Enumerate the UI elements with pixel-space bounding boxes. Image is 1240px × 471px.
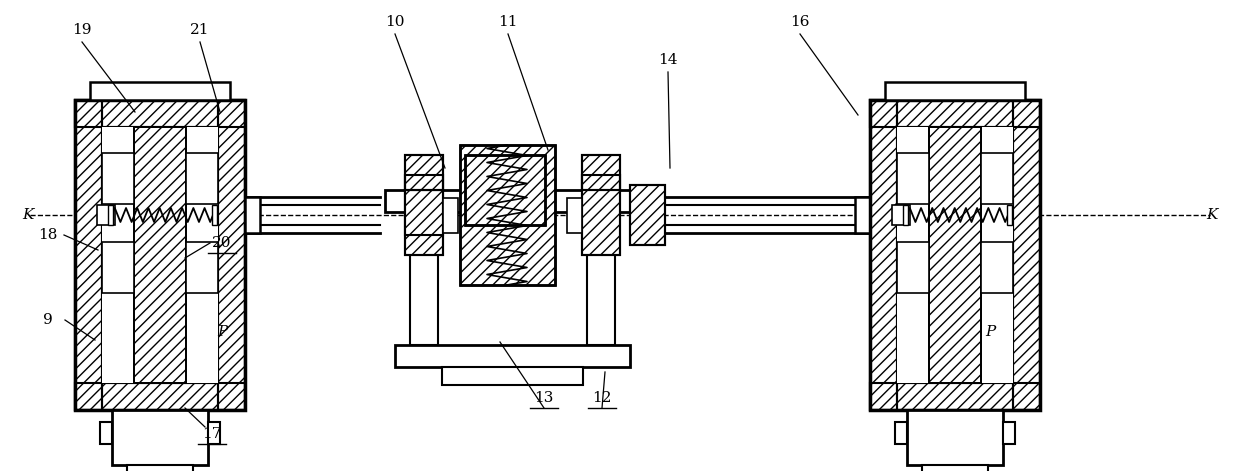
Bar [74, 100, 246, 127]
Bar [630, 185, 665, 245]
Text: K: K [1207, 208, 1218, 222]
Bar [582, 155, 620, 190]
Bar [126, 465, 193, 471]
Bar [885, 82, 1025, 100]
Text: 16: 16 [790, 15, 810, 29]
Bar [74, 383, 246, 410]
Bar [74, 383, 246, 410]
Bar [134, 127, 186, 383]
Bar [218, 100, 246, 410]
Bar [1013, 100, 1040, 410]
Bar [405, 190, 443, 235]
Bar [108, 205, 113, 225]
Bar [186, 242, 218, 293]
Bar [460, 145, 556, 285]
Bar [113, 410, 207, 465]
Bar [186, 153, 218, 204]
Bar [465, 155, 546, 225]
Bar [396, 345, 630, 367]
Text: 21: 21 [190, 23, 210, 37]
Bar [102, 127, 218, 383]
Bar [74, 100, 102, 410]
Bar [930, 127, 981, 383]
Bar [870, 383, 1040, 410]
Bar [582, 175, 620, 255]
Bar [1007, 205, 1012, 225]
Bar [443, 198, 458, 233]
Text: 17: 17 [202, 427, 222, 441]
Bar [630, 185, 665, 245]
Bar [587, 212, 615, 345]
Bar [97, 205, 115, 225]
Bar [582, 155, 620, 190]
Bar [897, 127, 1013, 383]
Bar [981, 153, 1013, 204]
Bar [384, 190, 640, 212]
Bar [981, 242, 1013, 293]
Bar [405, 155, 443, 190]
Bar [870, 100, 897, 410]
Text: 11: 11 [498, 15, 518, 29]
Bar [1003, 422, 1014, 444]
Bar [102, 153, 134, 204]
Bar [582, 175, 620, 255]
Text: K: K [22, 208, 33, 222]
Bar [212, 205, 217, 225]
Bar [102, 242, 134, 293]
Bar [903, 205, 908, 225]
Bar [218, 100, 246, 410]
Bar [405, 155, 443, 190]
Bar [207, 422, 219, 444]
Bar [897, 242, 930, 293]
Bar [856, 197, 870, 233]
Bar [895, 422, 908, 444]
Bar [91, 82, 229, 100]
Bar [870, 100, 1040, 127]
Bar [441, 367, 583, 385]
Text: P: P [985, 325, 996, 339]
Bar [405, 175, 443, 255]
Bar [465, 155, 546, 225]
Bar [460, 145, 556, 285]
Bar [870, 100, 897, 410]
Bar [908, 410, 1003, 465]
Bar [74, 100, 246, 410]
Bar [100, 422, 113, 444]
Bar [567, 198, 582, 233]
Bar [870, 383, 1040, 410]
Text: 20: 20 [212, 236, 232, 250]
Text: 9: 9 [43, 313, 53, 327]
Text: 12: 12 [593, 391, 611, 405]
Bar [405, 175, 443, 255]
Bar [246, 197, 260, 233]
Bar [892, 205, 910, 225]
Bar [930, 127, 981, 383]
Bar [74, 100, 246, 127]
Bar [410, 212, 438, 345]
Text: P: P [217, 325, 227, 339]
Text: 10: 10 [386, 15, 404, 29]
Bar [1013, 100, 1040, 410]
Bar [134, 127, 186, 383]
Bar [870, 100, 1040, 410]
Text: 19: 19 [72, 23, 92, 37]
Text: 18: 18 [38, 228, 58, 242]
Bar [74, 100, 102, 410]
Text: 14: 14 [658, 53, 678, 67]
Text: 13: 13 [534, 391, 554, 405]
Bar [921, 465, 988, 471]
Bar [870, 100, 1040, 127]
Bar [897, 153, 930, 204]
